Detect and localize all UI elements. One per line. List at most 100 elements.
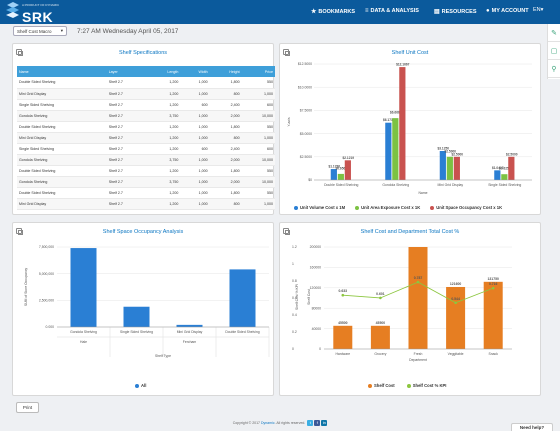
- column-header[interactable]: Layer: [106, 66, 148, 77]
- chart-icon: ≡: [365, 8, 369, 14]
- table-cell: Double Sided Shelving: [17, 77, 107, 89]
- table-cell: 1,800: [209, 121, 242, 133]
- legend-item[interactable]: Unit Area Exposure Cost x 1K: [355, 205, 420, 210]
- legend-item[interactable]: Shelf Cost: [368, 383, 395, 388]
- panel-copy-icon[interactable]: [283, 49, 290, 56]
- table-row: Single Sided Shelving Shelf 2.7 1,200 600 2,…: [17, 99, 275, 111]
- y2-axis-title: Shelf Cost % KPI: [295, 284, 299, 310]
- table-cell: 1,200: [147, 187, 181, 200]
- dept-cost-panel: Shelf Cost and Department Total Cost % 0…: [279, 222, 541, 396]
- table-cell: 3,750: [147, 154, 181, 166]
- language-selector[interactable]: EN▾: [533, 7, 544, 13]
- bar: [501, 174, 508, 180]
- table-cell: 600: [180, 99, 210, 111]
- legend-swatch: [368, 383, 372, 388]
- table-cell: 3,750: [147, 176, 181, 188]
- table-cell: Mini Grid Display: [17, 88, 107, 100]
- data-label: $0.6566: [335, 166, 347, 170]
- x-tick-label: Fresh: [414, 352, 423, 356]
- y2-tick-label: 1: [292, 262, 294, 266]
- data-label: $6.1736: [383, 118, 395, 122]
- table-cell: Gondola Shelving: [17, 110, 107, 122]
- data-label: 121600: [450, 282, 461, 286]
- company-link[interactable]: Dynamic: [260, 420, 275, 425]
- data-label: $1.1786: [328, 165, 340, 169]
- legend-item[interactable]: Shelf Cost % KPI: [406, 383, 446, 388]
- brand-name[interactable]: SRK: [22, 9, 54, 25]
- panel-title: Shelf Space Occupancy Analysis: [102, 229, 184, 235]
- macro-select[interactable]: Shelf Cost Macro ▾: [13, 26, 67, 36]
- nav-resources[interactable]: ▤ RESOURCES: [434, 8, 477, 16]
- kpi-point: [416, 280, 420, 284]
- print-button[interactable]: Print: [16, 402, 39, 413]
- table-row: Double Sided Shelving Shelf 2.7 1,200 1,000…: [17, 187, 275, 200]
- data-label: $0.6250: [499, 167, 511, 171]
- table-cell: Shelf 2.7: [106, 198, 148, 211]
- table-cell: 1,800: [209, 165, 242, 177]
- x-tick-label: Grocery: [374, 352, 386, 356]
- y-tick-label: $2.5000: [300, 155, 312, 159]
- sub-toolbar: Shelf Cost Macro ▾ 7:27 AM Wednesday Apri…: [13, 25, 178, 37]
- bar: [508, 156, 515, 180]
- twitter-icon[interactable]: t: [307, 420, 314, 426]
- bar: [392, 118, 399, 180]
- y-tick-label: $10.0000: [298, 85, 312, 89]
- bar: [399, 67, 406, 180]
- panel-copy-icon[interactable]: [283, 228, 290, 235]
- table-cell: 1,200: [147, 165, 181, 177]
- nav-data-analysis[interactable]: ≡ DATA & ANALYSIS: [365, 8, 419, 14]
- data-label: $1.0417: [492, 166, 504, 170]
- legend-swatch: [406, 383, 411, 388]
- table-cell: Shelf 2.7: [106, 187, 148, 200]
- data-label: 131750: [488, 277, 499, 281]
- x-tick-label: Hardware: [335, 352, 350, 356]
- table-cell: 1,200: [147, 88, 181, 100]
- document-icon[interactable]: ▢: [548, 42, 560, 60]
- kpi-point: [454, 301, 457, 305]
- nav-my-account[interactable]: ● MY ACCOUNT: [486, 8, 529, 14]
- edit-icon[interactable]: ✎: [548, 24, 560, 42]
- y-tick-label: 120000: [310, 286, 321, 290]
- help-button[interactable]: Need help?: [511, 423, 553, 431]
- column-header[interactable]: Width: [180, 66, 210, 77]
- legend-item[interactable]: All: [135, 383, 146, 388]
- panel-copy-icon[interactable]: [16, 49, 23, 56]
- y-tick-label: $7.5000: [300, 109, 312, 113]
- right-toolbar: ✎ ▢ ⚲: [547, 24, 560, 79]
- pin-icon[interactable]: ⚲: [548, 60, 560, 78]
- linkedin-icon[interactable]: in: [321, 420, 328, 426]
- panel-copy-icon[interactable]: [16, 228, 23, 235]
- table-cell: Gondola Shelving: [17, 154, 107, 166]
- facebook-icon[interactable]: f: [314, 420, 321, 426]
- group-label: Hale: [80, 340, 87, 344]
- column-header[interactable]: Name: [17, 66, 107, 77]
- shelf-unit-cost-panel: Shelf Unit Cost $0 $2.5000 $5.0000 $7.5000 $…: [279, 43, 541, 215]
- chevron-down-icon: ▾: [60, 28, 63, 33]
- column-header[interactable]: Height: [209, 66, 242, 77]
- table-cell: Single Sided Shelving: [17, 143, 107, 155]
- y2-tick-label: 0.2: [292, 330, 297, 334]
- column-header[interactable]: Price: [241, 66, 275, 77]
- column-header[interactable]: Length: [147, 66, 181, 77]
- data-label: $2.5000: [451, 152, 463, 156]
- y-tick-label: 0: [319, 347, 321, 351]
- legend-item[interactable]: Unit Volume Cost x 1M: [294, 205, 345, 210]
- y-tick-label: $5.0000: [300, 132, 312, 136]
- table-cell: 2,400: [209, 143, 242, 155]
- table-cell: Double Sided Shelving: [17, 165, 107, 177]
- dept-cost-chart: 0400008000012000016000020000000.20.40.60…: [292, 245, 512, 362]
- legend-item[interactable]: Unit Space Occupancy Cost x 1K: [430, 205, 502, 210]
- table-cell: 1,000: [180, 77, 210, 89]
- bar: [385, 122, 392, 180]
- table-cell: Shelf 2.7: [106, 88, 148, 100]
- space-occupancy-panel: Shelf Space Occupancy Analysis 0.000 2,50…: [12, 222, 274, 396]
- bar: [337, 173, 344, 180]
- table-cell: 550: [241, 187, 275, 200]
- user-icon: ●: [486, 8, 490, 14]
- table-cell: 1,200: [147, 198, 181, 211]
- legend-label: Shelf Cost: [374, 383, 395, 388]
- bar: [370, 325, 390, 349]
- nav-bookmarks[interactable]: ★ BOOKMARKS: [311, 8, 356, 16]
- legend-label: Unit Space Occupancy Cost x 1K: [436, 205, 503, 210]
- y-tick-label: 5,000,000: [39, 272, 54, 276]
